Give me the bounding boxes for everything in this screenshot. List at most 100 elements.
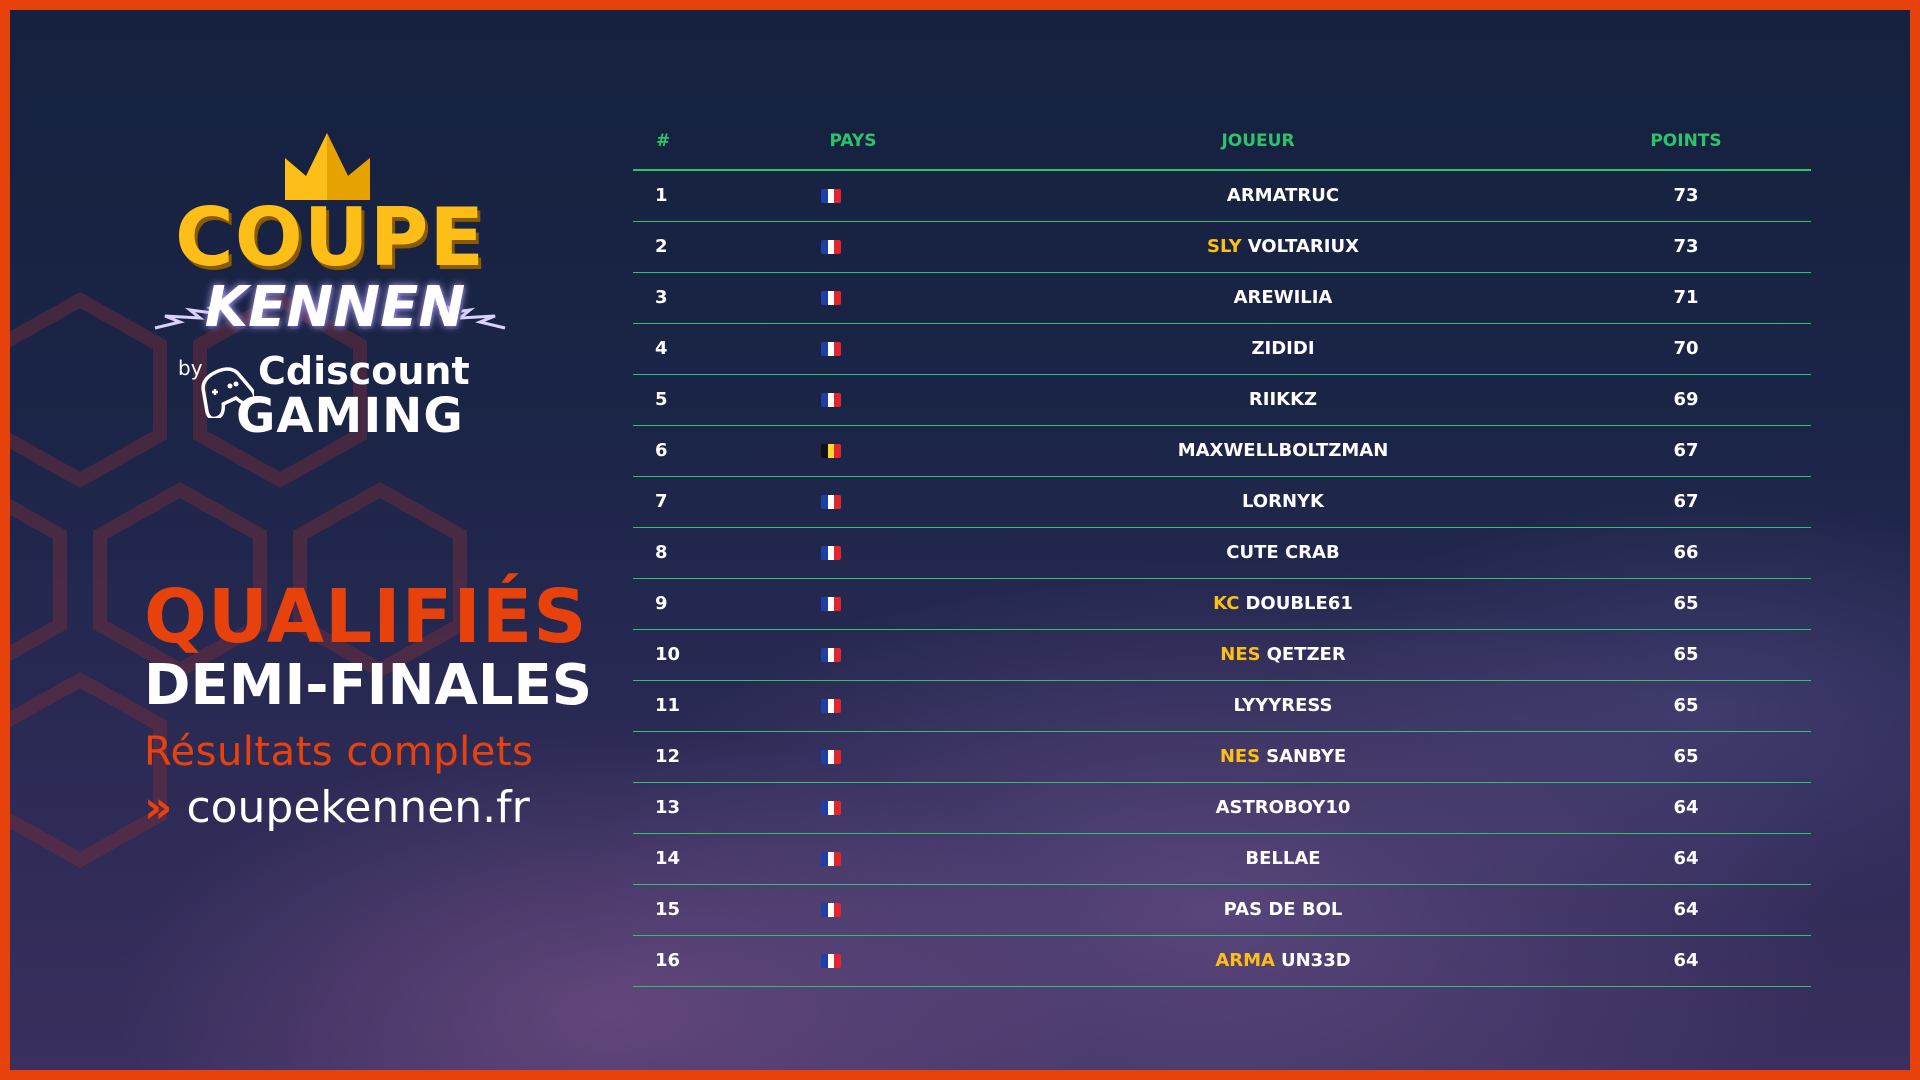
sponsor-name-line1: Cdiscount — [258, 349, 470, 393]
france-flag-icon — [821, 342, 841, 356]
player-cell: LYYYRESS — [1033, 681, 1533, 731]
rank-cell: 2 — [655, 236, 668, 257]
player-cell: ARMA UN33D — [1033, 936, 1533, 986]
rank-cell: 9 — [655, 593, 668, 614]
player-cell: NES SANBYE — [1033, 732, 1533, 782]
table-row: 7 LORNYK 67 — [633, 477, 1811, 528]
website-link[interactable]: » coupekennen.fr — [144, 786, 530, 830]
france-flag-icon — [821, 699, 841, 713]
player-cell: ARMATRUC — [1033, 171, 1533, 221]
france-flag-icon — [821, 852, 841, 866]
table-header: # PAYS JOUEUR POINTS — [633, 125, 1811, 171]
table-row: 5 RIIKKZ 69 — [633, 375, 1811, 426]
points-cell: 64 — [1673, 848, 1699, 869]
points-cell: 64 — [1673, 950, 1699, 971]
rank-cell: 7 — [655, 491, 668, 512]
lightning-icon — [424, 298, 506, 330]
sponsor-by-label: by — [178, 356, 203, 380]
table-row: 2 SLY VOLTARIUX 73 — [633, 222, 1811, 273]
player-name: LYYYRESS — [1233, 695, 1333, 716]
table-row: 13 ASTROBOY10 64 — [633, 783, 1811, 834]
headline-resultats: Résultats complets — [144, 729, 534, 775]
double-chevron-icon: » — [144, 782, 173, 833]
table-row: 16 ARMA UN33D 64 — [633, 936, 1811, 987]
player-cell: KC DOUBLE61 — [1033, 579, 1533, 629]
france-flag-icon — [821, 597, 841, 611]
rank-cell: 8 — [655, 542, 668, 563]
team-tag: ARMA — [1215, 950, 1275, 971]
points-cell: 69 — [1673, 389, 1699, 410]
player-cell: ZIDIDI — [1033, 324, 1533, 374]
table-body: 1 ARMATRUC 73 2 SLY VOLTARIUX 73 3 AREWILIA 71 4 ZI… — [633, 171, 1811, 987]
france-flag-icon — [821, 240, 841, 254]
table-row: 4 ZIDIDI 70 — [633, 324, 1811, 375]
header-points: POINTS — [1650, 131, 1722, 151]
results-table: # PAYS JOUEUR POINTS 1 ARMATRUC 73 2 SLY VOLT… — [633, 125, 1811, 987]
france-flag-icon — [821, 750, 841, 764]
france-flag-icon — [821, 801, 841, 815]
website-url: coupekennen.fr — [186, 782, 530, 833]
points-cell: 67 — [1673, 440, 1699, 461]
france-flag-icon — [821, 903, 841, 917]
player-cell: BELLAE — [1033, 834, 1533, 884]
table-row: 1 ARMATRUC 73 — [633, 171, 1811, 222]
player-name: ZIDIDI — [1251, 338, 1315, 359]
points-cell: 73 — [1673, 185, 1699, 206]
player-cell: SLY VOLTARIUX — [1033, 222, 1533, 272]
sponsor-name-line2: GAMING — [236, 388, 464, 444]
rank-cell: 11 — [655, 695, 681, 716]
rank-cell: 1 — [655, 185, 668, 206]
points-cell: 71 — [1673, 287, 1699, 308]
player-name: RIIKKZ — [1248, 389, 1318, 410]
team-tag: SLY — [1207, 236, 1242, 257]
france-flag-icon — [821, 954, 841, 968]
points-cell: 65 — [1673, 593, 1699, 614]
player-cell: CUTE CRAB — [1033, 528, 1533, 578]
rank-cell: 15 — [655, 899, 681, 920]
player-cell: LORNYK — [1033, 477, 1533, 527]
player-cell: NES QETZER — [1033, 630, 1533, 680]
header-player: JOUEUR — [1221, 131, 1295, 151]
player-name: LORNYK — [1241, 491, 1325, 512]
points-cell: 64 — [1673, 899, 1699, 920]
rank-cell: 6 — [655, 440, 668, 461]
table-row: 6 MAXWELLBOLTZMAN 67 — [633, 426, 1811, 477]
table-row: 10 NES QETZER 65 — [633, 630, 1811, 681]
rank-cell: 14 — [655, 848, 681, 869]
points-cell: 64 — [1673, 797, 1699, 818]
points-cell: 66 — [1673, 542, 1699, 563]
team-tag: NES — [1220, 644, 1261, 665]
points-cell: 65 — [1673, 746, 1699, 767]
gamepad-icon — [201, 367, 254, 418]
player-name: MAXWELLBOLTZMAN — [1177, 440, 1389, 461]
player-name: UN33D — [1280, 950, 1351, 971]
player-cell: PAS DE BOL — [1033, 885, 1533, 935]
table-row: 15 PAS DE BOL 64 — [633, 885, 1811, 936]
rank-cell: 12 — [655, 746, 681, 767]
player-name: PAS DE BOL — [1223, 899, 1343, 920]
rank-cell: 10 — [655, 644, 681, 665]
hexagon-pattern — [10, 291, 467, 869]
player-cell: AREWILIA — [1033, 273, 1533, 323]
france-flag-icon — [821, 393, 841, 407]
france-flag-icon — [821, 291, 841, 305]
france-flag-icon — [821, 189, 841, 203]
player-name: CUTE CRAB — [1226, 542, 1340, 563]
rank-cell: 5 — [655, 389, 668, 410]
player-cell: MAXWELLBOLTZMAN — [1033, 426, 1533, 476]
player-name: SANBYE — [1266, 746, 1347, 767]
table-row: 12 NES SANBYE 65 — [633, 732, 1811, 783]
points-cell: 70 — [1673, 338, 1699, 359]
points-cell: 65 — [1673, 644, 1699, 665]
france-flag-icon — [821, 495, 841, 509]
table-row: 3 AREWILIA 71 — [633, 273, 1811, 324]
player-name: AREWILIA — [1233, 287, 1333, 308]
headline-demi-finales: DEMI-FINALES — [144, 653, 593, 718]
belgium-flag-icon — [821, 444, 841, 458]
logo-title-coupe: COUPE — [175, 191, 485, 284]
header-country: PAYS — [829, 131, 877, 151]
logo-title-kennen: KENNEN — [204, 275, 466, 340]
rank-cell: 4 — [655, 338, 668, 359]
player-name: ARMATRUC — [1226, 185, 1340, 206]
player-name: QETZER — [1266, 644, 1346, 665]
